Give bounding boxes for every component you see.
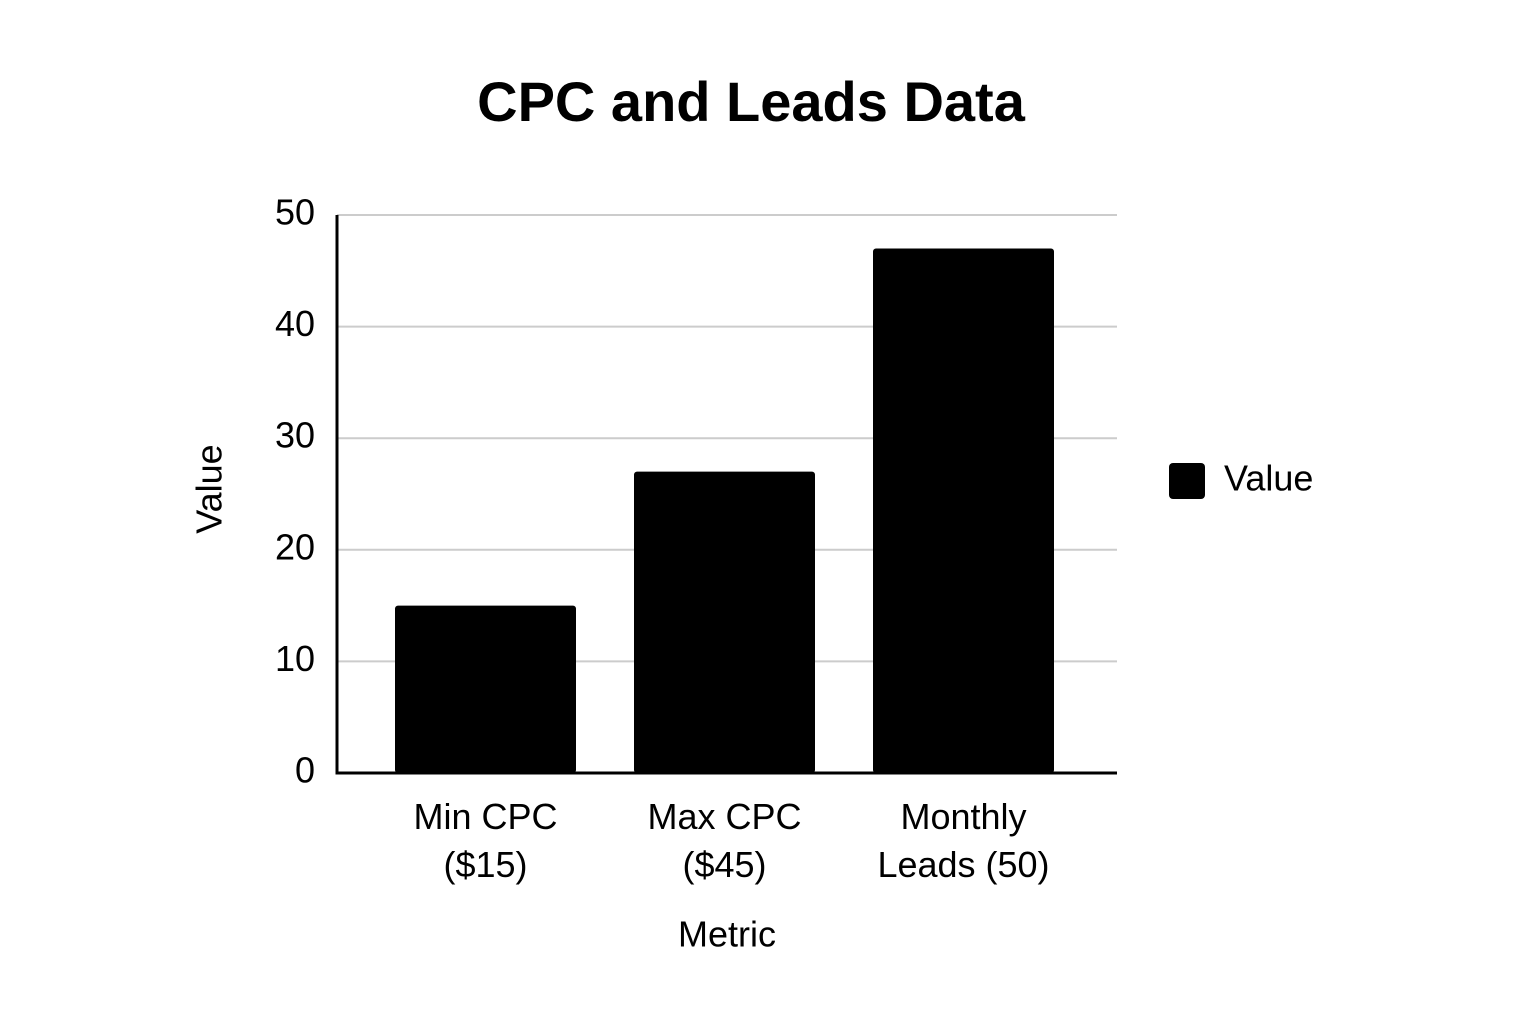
x-tick-label: Max CPC ($45) [647, 796, 802, 885]
x-tick-label: Monthly Leads (50) [877, 796, 1050, 885]
chart-title: CPC and Leads Data [477, 70, 1026, 133]
y-axis-label: Value [189, 444, 230, 533]
bar [634, 471, 815, 773]
legend-swatch [1169, 463, 1205, 499]
x-tick-label: Min CPC ($15) [413, 796, 558, 885]
y-tick-label: 50 [275, 192, 315, 233]
y-tick-label: 10 [275, 638, 315, 679]
bar [873, 248, 1054, 774]
y-tick-label: 40 [275, 303, 315, 344]
legend-label: Value [1224, 458, 1313, 499]
x-axis-label: Metric [678, 914, 776, 955]
y-tick-label: 20 [275, 526, 315, 567]
y-tick-label: 0 [295, 750, 315, 791]
bar [395, 605, 576, 773]
y-tick-label: 30 [275, 415, 315, 456]
